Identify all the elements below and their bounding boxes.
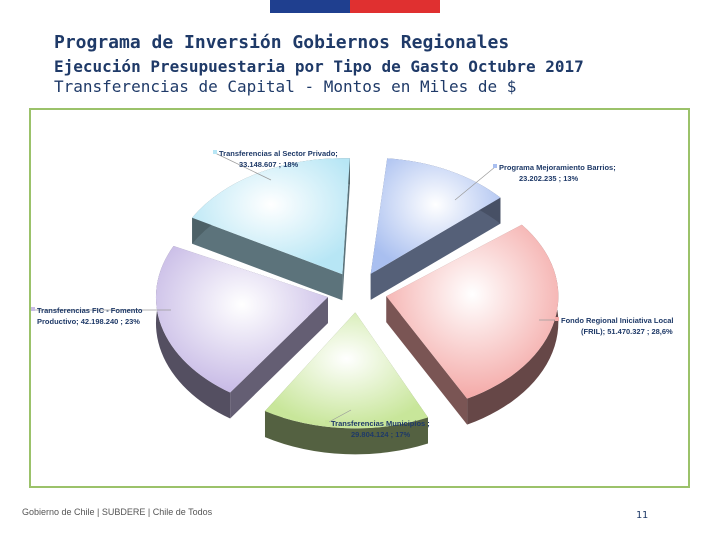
pie-label-line2-1: 23.202.235 ; 13% [519, 174, 579, 183]
flag-bar [270, 0, 440, 13]
pie-label-line2-5: 33.148.607 ; 18% [239, 160, 299, 169]
slide-title: Programa de Inversión Gobiernos Regional… [54, 32, 510, 53]
pie-label-5: Transferencias al Sector Privado; 33.148.… [213, 149, 338, 181]
flag-red-stripe [350, 0, 440, 13]
leader-line-5 [214, 152, 272, 181]
pie-label-line1-4: Transferencias FIC - Fomento [37, 306, 143, 315]
legend-swatch-2 [555, 317, 559, 321]
pie-slice-2 [386, 224, 559, 399]
slide-subtitle: Ejecución Presupuestaria por Tipo de Gas… [54, 57, 584, 76]
legend-swatch-4 [31, 307, 35, 311]
pie-label-line2-4: Productivo; 42.198.240 ; 23% [37, 317, 140, 326]
page-number: 11 [636, 510, 649, 521]
legend-swatch-5 [213, 150, 217, 154]
legend-swatch-1 [493, 164, 497, 168]
pie-chart: Programa Mejoramiento Barrios; 23.202.235… [31, 149, 674, 455]
legend-swatch-3 [325, 420, 329, 424]
leader-line-3 [326, 409, 352, 424]
pie-slice-5 [192, 158, 350, 275]
footer-text: Gobierno de Chile | SUBDERE | Chile de T… [22, 507, 213, 517]
leader-line-1 [454, 166, 496, 201]
slide-caption: Transferencias de Capital - Montos en Mi… [54, 77, 517, 96]
pie-label-line1-3: Transferencias Municipios ; [331, 419, 430, 428]
pie-label-line1-5: Transferencias al Sector Privado; [219, 149, 338, 158]
chart-frame: Programa Mejoramiento Barrios; 23.202.235… [29, 108, 690, 488]
pie-slice-4 [155, 246, 328, 393]
pie-label-1: Programa Mejoramiento Barrios; 23.202.235… [454, 163, 616, 201]
pie-label-line1-2: Fondo Regional Iniciativa Local [561, 316, 674, 325]
pie-label-2: Fondo Regional Iniciativa Local (FRIL); 5… [539, 316, 674, 336]
pie-label-3: Transferencias Municipios ; 29.804.124 ; … [325, 409, 430, 439]
pie-slice-3 [264, 312, 428, 429]
pie-label-line1-1: Programa Mejoramiento Barrios; [499, 163, 616, 172]
pie-label-line2-2: (FRIL); 51.470.327 ; 28,6% [581, 327, 673, 336]
pie-label-line2-3: 29.804.124 ; 17% [351, 430, 411, 439]
flag-blue-stripe [270, 0, 350, 13]
pie-label-4: Transferencias FIC - Fomento Productivo; … [31, 306, 171, 326]
pie-slice-1 [370, 158, 501, 274]
